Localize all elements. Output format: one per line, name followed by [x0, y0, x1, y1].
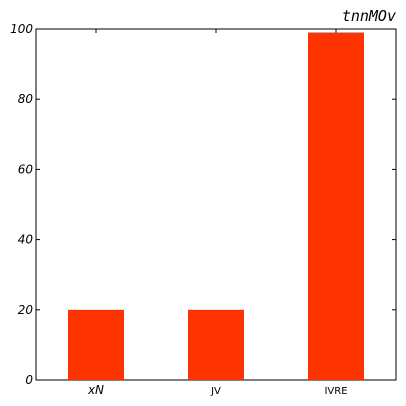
x-tick-label: JV [210, 386, 221, 397]
y-tick-label: 100 [10, 22, 33, 36]
bar-IVRE [308, 32, 364, 380]
y-tick-label: 60 [18, 162, 34, 176]
chart-title: tnnMOv [342, 7, 396, 25]
y-tick-label: 40 [18, 233, 34, 247]
y-tick-label: 80 [18, 92, 34, 106]
bar-xN [68, 309, 124, 380]
y-axis: 0 20 40 60 80 100 [10, 22, 396, 387]
x-tick-label: xN [87, 383, 104, 397]
y-tick-label: 0 [25, 373, 33, 387]
y-tick-label: 20 [18, 303, 34, 317]
bar-JV [188, 309, 244, 380]
bar-series [68, 32, 364, 380]
x-tick-label: IVRE [324, 386, 347, 397]
